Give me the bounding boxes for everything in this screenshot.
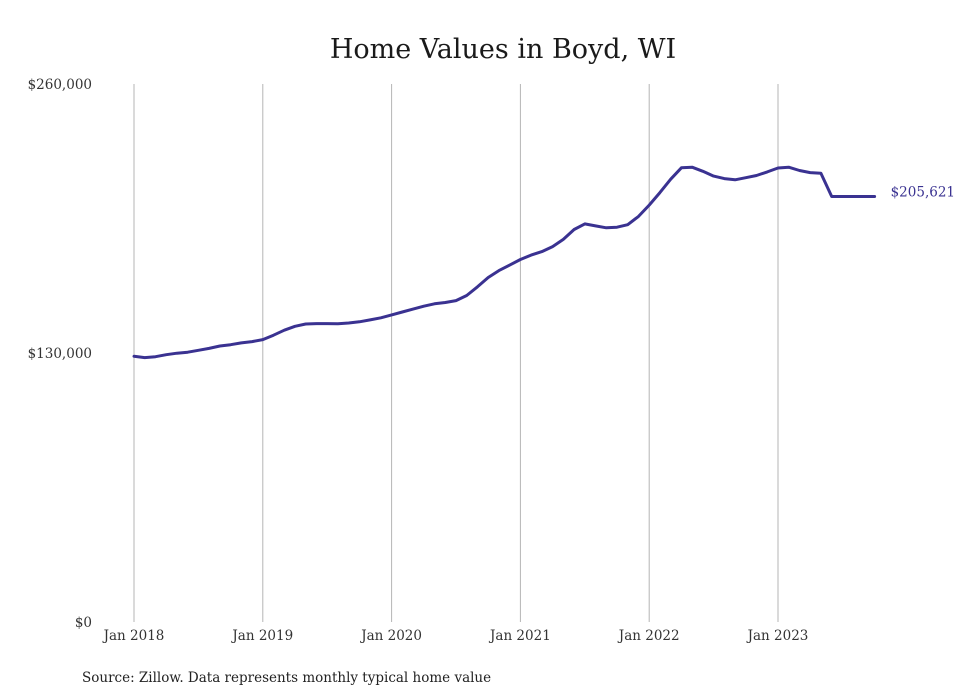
x-tick-label: Jan 2019 (230, 628, 293, 644)
x-tick-label: Jan 2021 (488, 628, 551, 644)
y-tick-label: $130,000 (28, 346, 92, 362)
series-layer: $205,621 (132, 165, 955, 360)
x-axis-ticks: Jan 2018 Jan 2019 Jan 2020 Jan 2021 Jan 2022… (102, 628, 809, 644)
y-axis-ticks: $0 $130,000 $260,000 (28, 77, 92, 631)
source-note: Source: Zillow. Data represents monthly … (82, 670, 491, 686)
chart-title: Home Values in Boyd, WI (330, 34, 676, 65)
series-line (132, 165, 877, 360)
x-tick-label: Jan 2023 (746, 628, 809, 644)
y-tick-label: $260,000 (28, 77, 92, 93)
y-tick-label: $0 (75, 615, 92, 631)
end-value-label: $205,621 (891, 185, 955, 201)
x-tick-label: Jan 2020 (359, 628, 422, 644)
x-tick-label: Jan 2018 (102, 628, 165, 644)
x-tick-label: Jan 2022 (617, 628, 680, 644)
gridlines (133, 84, 779, 622)
